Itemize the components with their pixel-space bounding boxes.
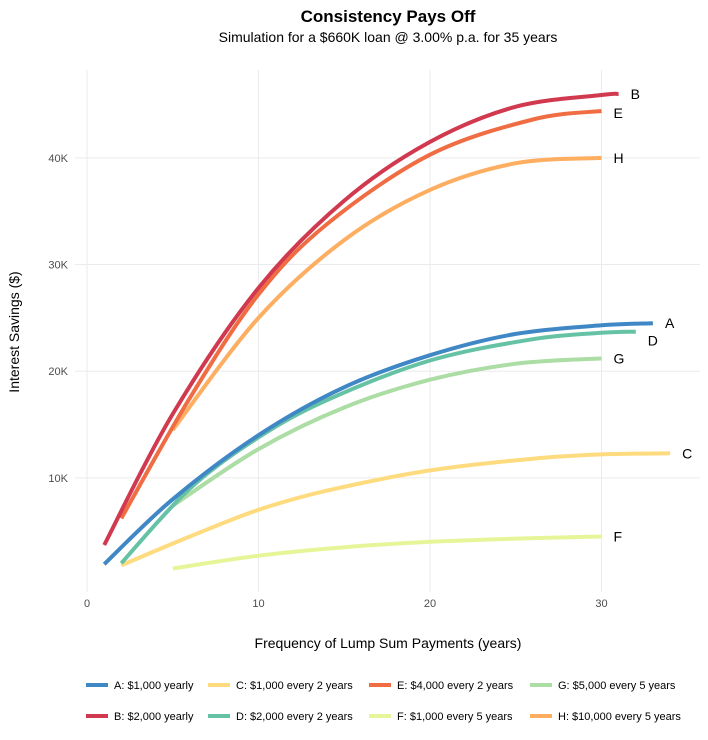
- chart-subtitle: Simulation for a $660K loan @ 3.00% p.a.…: [219, 29, 558, 45]
- y-axis-title: Interest Savings ($): [6, 271, 22, 392]
- end-label-h: H: [614, 150, 624, 166]
- legend-label-c: C: $1,000 every 2 years: [236, 680, 353, 692]
- y-tick-label: 20K: [48, 366, 68, 378]
- y-tick-label: 40K: [48, 153, 68, 165]
- legend-label-g: G: $5,000 every 5 years: [558, 680, 676, 692]
- legend-label-d: D: $2,000 every 2 years: [236, 711, 353, 723]
- y-tick-label: 30K: [48, 260, 68, 272]
- x-tick-label: 20: [424, 598, 436, 610]
- legend-label-e: E: $4,000 every 2 years: [397, 680, 514, 692]
- series-line-e: [119, 109, 602, 520]
- chart-title: Consistency Pays Off: [301, 7, 476, 26]
- x-axis-ticks: 0 10 20 30: [84, 598, 608, 610]
- end-label-d: D: [648, 333, 658, 349]
- y-axis-ticks: 10K 20K 30K 40K: [48, 153, 68, 485]
- end-label-c: C: [682, 445, 692, 461]
- legend: A: $1,000 yearly C: $1,000 every 2 years E…: [86, 680, 681, 723]
- end-label-e: E: [614, 105, 623, 121]
- x-tick-label: 10: [252, 598, 264, 610]
- series-line-d: [119, 329, 636, 565]
- series-lines: [102, 91, 671, 571]
- x-tick-label: 0: [84, 598, 90, 610]
- series-line-h: [171, 155, 602, 432]
- legend-item-d: D: $2,000 every 2 years: [208, 711, 353, 723]
- legend-item-b: B: $2,000 yearly: [86, 711, 194, 723]
- series-line-a: [102, 321, 653, 566]
- legend-item-h: H: $10,000 every 5 years: [530, 711, 681, 723]
- y-tick-label: 10K: [48, 473, 68, 485]
- x-tick-label: 30: [595, 598, 607, 610]
- legend-label-a: A: $1,000 yearly: [114, 680, 194, 692]
- legend-item-g: G: $5,000 every 5 years: [530, 680, 676, 692]
- legend-label-b: B: $2,000 yearly: [114, 711, 194, 723]
- legend-item-e: E: $4,000 every 2 years: [369, 680, 514, 692]
- legend-item-f: F: $1,000 every 5 years: [369, 711, 513, 723]
- series-line-b: [102, 91, 619, 546]
- legend-item-c: C: $1,000 every 2 years: [208, 680, 353, 692]
- series-line-f: [172, 534, 602, 571]
- end-label-b: B: [631, 86, 640, 102]
- end-label-g: G: [614, 350, 625, 366]
- end-labels: A B C D E F G H: [614, 86, 693, 545]
- legend-item-a: A: $1,000 yearly: [86, 680, 194, 692]
- end-label-f: F: [614, 529, 623, 545]
- end-label-a: A: [665, 315, 675, 331]
- legend-label-h: H: $10,000 every 5 years: [558, 711, 681, 723]
- series-line-c: [120, 451, 671, 568]
- series-line-g: [171, 356, 602, 508]
- legend-label-f: F: $1,000 every 5 years: [397, 711, 513, 723]
- x-axis-title: Frequency of Lump Sum Payments (years): [255, 635, 522, 651]
